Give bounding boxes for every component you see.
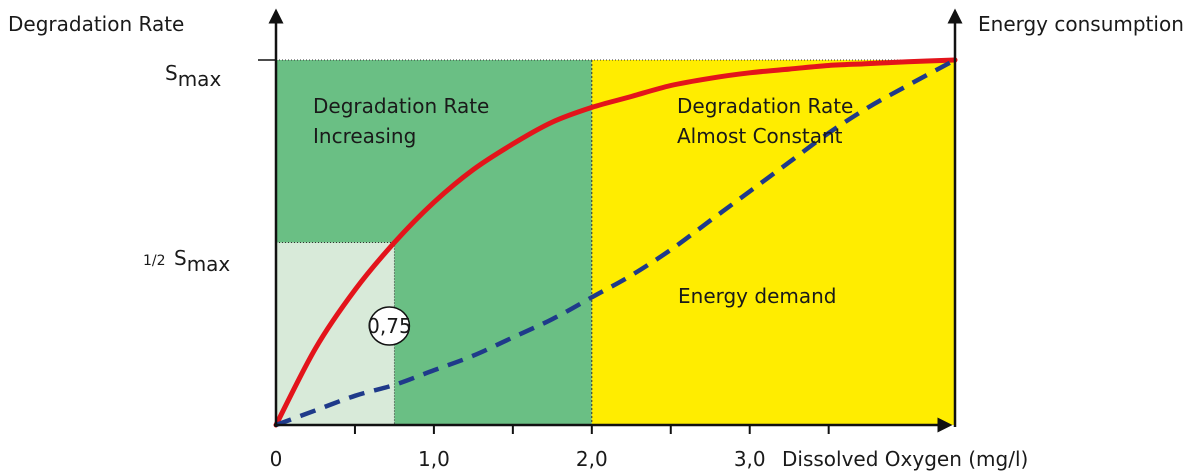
y-axis-right-label: Energy consumption xyxy=(978,12,1184,36)
region-increasing-line-2: Increasing xyxy=(313,124,416,148)
half-smax-sub: max xyxy=(187,252,231,276)
y-tick-label-smax: Smax xyxy=(165,61,221,91)
half-smax-main: S xyxy=(174,246,187,270)
smax-main: S xyxy=(165,61,178,85)
region-constant-line-1: Degradation Rate xyxy=(677,94,853,118)
region-constant-line-2: Almost Constant xyxy=(677,124,843,148)
x-tick-label-1: 1,0 xyxy=(418,447,450,471)
y-tick-label-half-smax: 1/2 Smax xyxy=(143,246,230,276)
y-axis-left-label: Degradation Rate xyxy=(8,12,184,36)
x-minor-ticks xyxy=(353,425,830,434)
region-constant xyxy=(591,60,955,425)
annotation-label: 0,75 xyxy=(367,314,412,338)
series-energy-demand xyxy=(275,58,957,428)
x-tick-label-3: 3,0 xyxy=(734,447,766,471)
energy-demand-label: Energy demand xyxy=(678,284,837,308)
annotation-bubble xyxy=(368,306,411,346)
smax-sub: max xyxy=(178,67,222,91)
series-degradation-rate xyxy=(273,57,958,428)
x-tick-label-0: 0 xyxy=(270,447,283,471)
region-constant-label: Degradation Rate Almost Constant xyxy=(677,94,860,148)
x-tick-label-2: 2,0 xyxy=(576,447,608,471)
half-prefix: 1/2 xyxy=(143,253,170,269)
region-increasing-line-1: Degradation Rate xyxy=(313,94,489,118)
region-increasing-label: Degradation Rate Increasing xyxy=(313,94,496,148)
x-axis-label: Dissolved Oxygen (mg/l) xyxy=(782,447,1028,471)
